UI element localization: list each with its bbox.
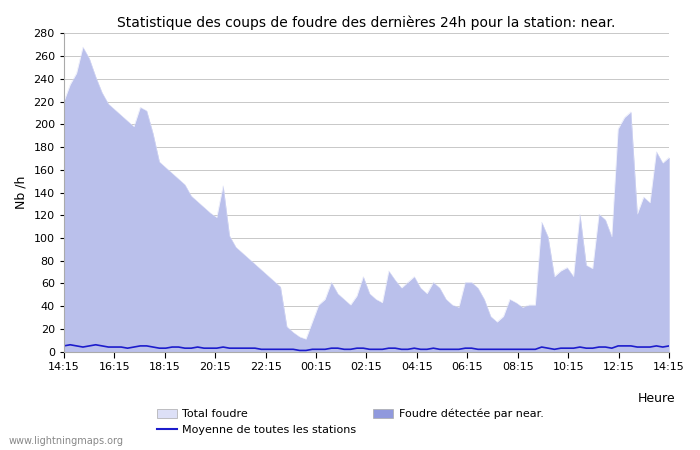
Text: www.lightningmaps.org: www.lightningmaps.org — [8, 436, 123, 446]
Legend: Total foudre, Moyenne de toutes les stations, Foudre détectée par near.: Total foudre, Moyenne de toutes les stat… — [157, 409, 543, 436]
Title: Statistique des coups de foudre des dernières 24h pour la station: near.: Statistique des coups de foudre des dern… — [118, 15, 616, 30]
Y-axis label: Nb /h: Nb /h — [15, 176, 28, 209]
Text: Heure: Heure — [638, 392, 676, 405]
